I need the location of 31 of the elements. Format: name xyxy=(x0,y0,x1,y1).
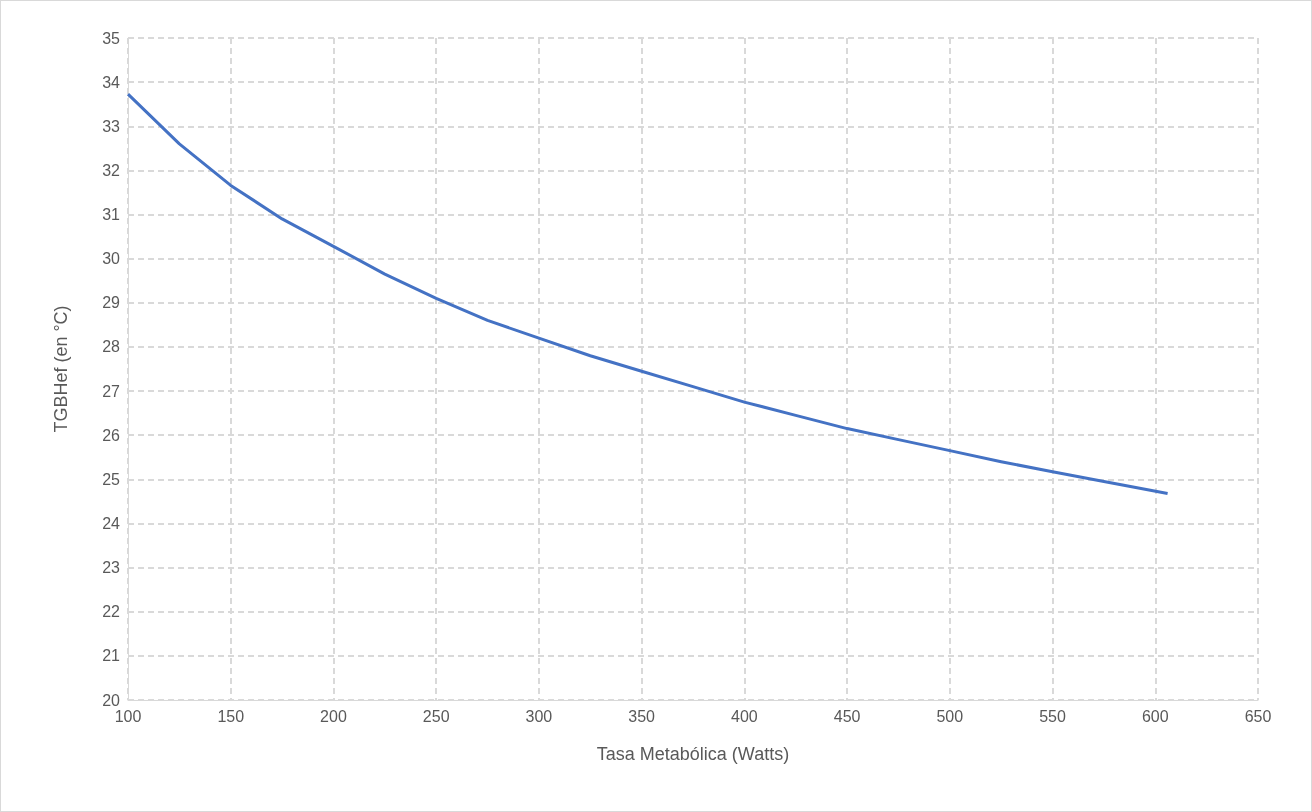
x-tick-label: 150 xyxy=(217,707,245,725)
y-tick-label: 21 xyxy=(102,647,121,665)
y-tick-label: 27 xyxy=(102,382,121,400)
y-tick-label: 33 xyxy=(102,117,121,135)
x-tick-label: 400 xyxy=(731,707,758,725)
x-tick-label: 350 xyxy=(628,707,656,725)
line-series xyxy=(126,92,1170,495)
y-tick-label: 29 xyxy=(102,294,121,312)
y-tick-label: 23 xyxy=(102,559,121,577)
x-tick-label: 650 xyxy=(1244,707,1272,725)
y-tick-label: 31 xyxy=(102,206,121,224)
x-axis-title: Tasa Metabólica (Watts) xyxy=(596,744,790,764)
y-tick-label: 35 xyxy=(102,29,121,47)
x-tick-label: 500 xyxy=(936,707,964,725)
x-tick-label: 100 xyxy=(114,707,142,725)
y-tick-label: 30 xyxy=(102,250,121,268)
x-tick-label: 450 xyxy=(833,707,861,725)
x-tick-label: 550 xyxy=(1039,707,1066,725)
y-tick-label: 24 xyxy=(102,514,121,532)
y-tick-label: 20 xyxy=(102,691,121,709)
x-tick-label: 250 xyxy=(422,707,450,725)
x-tick-label: 200 xyxy=(320,707,347,725)
y-axis-title: TGBHef (en °C) xyxy=(51,305,71,433)
y-tick-label: 26 xyxy=(102,426,121,444)
x-tick-label: 300 xyxy=(525,707,553,725)
y-tick-label: 25 xyxy=(102,470,121,488)
y-tick-label: 28 xyxy=(102,338,121,356)
y-tick-label: 22 xyxy=(102,603,121,621)
x-tick-label: 600 xyxy=(1141,707,1169,725)
y-tick-label: 34 xyxy=(102,73,121,91)
y-tick-label: 32 xyxy=(102,161,121,179)
